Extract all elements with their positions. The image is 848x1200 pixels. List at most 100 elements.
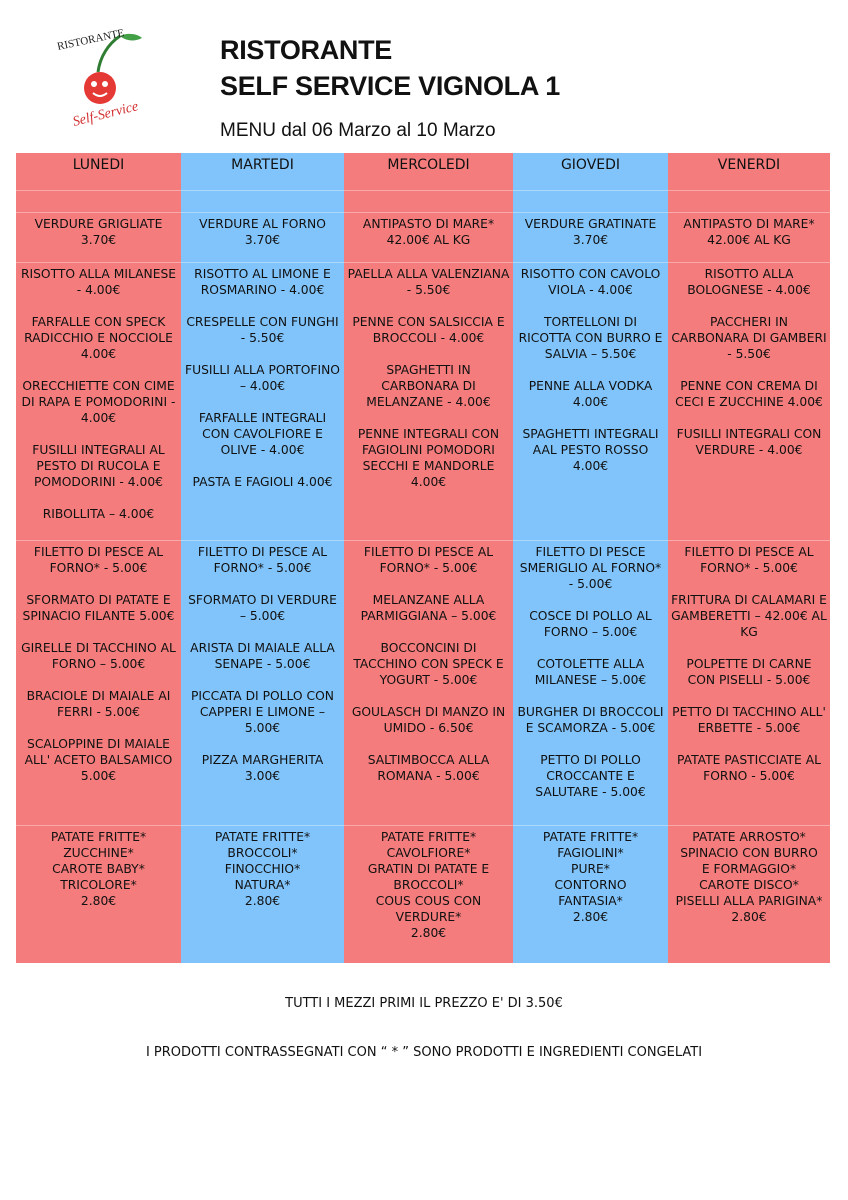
- menu-item: TRICOLORE*: [60, 878, 137, 892]
- day-header: VENERDI: [668, 153, 830, 190]
- menu-item: TORTELLONI DI RICOTTA CON BURRO E SALVIA…: [518, 315, 663, 361]
- footer-note: I PRODOTTI CONTRASSEGNATI CON “ * ” SONO…: [145, 1045, 703, 1060]
- day-header: GIOVEDI: [513, 153, 668, 190]
- menu-item: CRESPELLE CON FUNGHI - 5.50€: [186, 315, 339, 345]
- menu-item: FILETTO DI PESCE AL FORNO* - 5.00€: [33, 545, 164, 575]
- menu-item: SFORMATO DI PATATE E SPINACIO FILANTE 5.…: [22, 593, 175, 623]
- cherry-smile: [92, 92, 108, 97]
- logo: RISTORANTE Self-Service: [56, 27, 142, 130]
- menu-item: PENNE CON CREMA DI CECI E ZUCCHINE 4.00€: [675, 379, 823, 409]
- menu-item: PENNE ALLA VODKA 4.00€: [528, 379, 653, 409]
- day-header: MERCOLEDI: [344, 153, 513, 190]
- menu-item: FUSILLI ALLA PORTOFINO – 4.00€: [185, 363, 340, 393]
- menu-item: 2.80€: [80, 894, 117, 908]
- secondi-cell: FILETTO DI PESCE AL FORNO* - 5.00€ MELANZ…: [344, 540, 513, 825]
- title: RISTORANTE: [220, 35, 393, 65]
- menu-item: NATURA*: [234, 878, 291, 892]
- spacer-cell: [181, 190, 344, 212]
- footer-note: TUTTI I MEZZI PRIMI IL PREZZO E' DI 3.50…: [285, 996, 563, 1011]
- menu-item: FARFALLE INTEGRALI CON CAVOLFIORE E OLIV…: [198, 411, 327, 457]
- menu-item: FUSILLI INTEGRALI AL PESTO DI RUCOLA E P…: [32, 443, 165, 489]
- menu-item: GIRELLE DI TACCHINO AL FORNO – 5.00€: [21, 641, 176, 671]
- menu-item: BURGHER DI BROCCOLI E SCAMORZA - 5.00€: [517, 705, 664, 735]
- menu-item: 2.80€: [244, 894, 281, 908]
- secondi-cell: FILETTO DI PESCE AL FORNO* - 5.00€ SFORMA…: [181, 540, 344, 825]
- primi-cell: RISOTTO AL LIMONE E ROSMARINO - 4.00€ CRE…: [181, 262, 344, 540]
- menu-item: CAROTE DISCO*: [699, 878, 799, 892]
- antipasti-cell: VERDURE GRATINATE 3.70€: [513, 212, 668, 262]
- menu-item: ARISTA DI MAIALE ALLA SENAPE - 5.00€: [190, 641, 335, 671]
- menu-item: BROCCOLI*: [393, 878, 464, 892]
- menu-item: PATATE FRITTE*: [214, 830, 311, 844]
- menu-item: COTOLETTE ALLA MILANESE – 5.00€: [534, 657, 647, 687]
- menu-item: PATATE FRITTE*: [50, 830, 147, 844]
- menu-item: FILETTO DI PESCE SMERIGLIO AL FORNO* - 5…: [519, 545, 662, 591]
- primi-cell: PAELLA ALLA VALENZIANA - 5.50€ PENNE CON …: [344, 262, 513, 540]
- antipasti-cell: ANTIPASTO DI MARE* 42.00€ AL KG: [344, 212, 513, 262]
- menu-item: 2.80€: [410, 926, 447, 940]
- primi-cell: RISOTTO ALLA BOLOGNESE - 4.00€ PACCHERI I…: [668, 262, 830, 540]
- menu-item: ZUCCHINE*: [63, 846, 134, 860]
- antipasti-cell: VERDURE GRIGLIATE 3.70€: [16, 212, 181, 262]
- menu-item: VERDURE AL FORNO 3.70€: [199, 217, 326, 247]
- secondi-cell: FILETTO DI PESCE AL FORNO* - 5.00€ SFORMA…: [16, 540, 181, 825]
- contorni-cell: PATATE FRITTE* BROCCOLI* FINOCCHIO* NATURA*…: [181, 825, 344, 963]
- menu-item: SPINACIO CON BURRO: [680, 846, 818, 860]
- menu-item: BROCCOLI*: [227, 846, 298, 860]
- menu-item: PIZZA MARGHERITA 3.00€: [201, 753, 324, 783]
- menu-item: PETTO DI TACCHINO ALL' ERBETTE - 5.00€: [672, 705, 826, 735]
- menu-item: PISELLI ALLA PARIGINA*: [675, 894, 823, 908]
- menu-item: PATATE PASTICCIATE AL FORNO - 5.00€: [677, 753, 821, 783]
- spacer-cell: [16, 190, 181, 212]
- day-header: MARTEDI: [181, 153, 344, 190]
- cherry-eye: [91, 81, 97, 87]
- menu-item: ORECCHIETTE CON CIME DI RAPA E POMODORIN…: [21, 379, 176, 425]
- menu-item: PASTA E FAGIOLI 4.00€: [192, 475, 333, 489]
- primi-cell: RISOTTO ALLA MILANESE - 4.00€ FARFALLE CO…: [16, 262, 181, 540]
- menu-item: RISOTTO CON CAVOLO VIOLA - 4.00€: [520, 267, 661, 297]
- menu-item: 2.80€: [572, 910, 609, 924]
- menu-item: CONTORNO: [554, 878, 627, 892]
- spacer-cell: [513, 190, 668, 212]
- menu-item: RISOTTO AL LIMONE E ROSMARINO - 4.00€: [194, 267, 331, 297]
- menu-item: SALTIMBOCCA ALLA ROMANA - 5.00€: [367, 753, 490, 783]
- menu-item: VERDURE GRATINATE 3.70€: [524, 217, 657, 247]
- menu-item: FINOCCHIO*: [224, 862, 301, 876]
- menu-item: RISOTTO ALLA BOLOGNESE - 4.00€: [687, 267, 811, 297]
- menu-item: COSCE DI POLLO AL FORNO – 5.00€: [529, 609, 652, 639]
- menu-item: PATATE FRITTE*: [380, 830, 477, 844]
- cherry-leaf: [120, 33, 142, 41]
- menu-item: VERDURE GRIGLIATE 3.70€: [34, 217, 163, 247]
- menu-item: PATATE FRITTE*: [542, 830, 639, 844]
- menu-item: GOULASCH DI MANZO IN UMIDO - 6.50€: [351, 705, 506, 735]
- menu-item: PATATE ARROSTO*: [692, 830, 806, 844]
- menu-item: FANTASIA*: [558, 894, 623, 908]
- menu-item: PENNE CON SALSICCIA E BROCCOLI - 4.00€: [352, 315, 505, 345]
- cherry-eye: [102, 81, 108, 87]
- menu-item: SPAGHETTI IN CARBONARA DI MELANZANE - 4.…: [366, 363, 491, 409]
- menu-item: FAGIOLINI*: [557, 846, 624, 860]
- menu-item: BRACIOLE DI MAIALE AI FERRI - 5.00€: [26, 689, 171, 719]
- menu-item: COUS COUS CON: [375, 894, 482, 908]
- antipasti-cell: ANTIPASTO DI MARE* 42.00€ AL KG: [668, 212, 830, 262]
- contorni-cell: PATATE FRITTE* ZUCCHINE* CAROTE BABY* TRICO…: [16, 825, 181, 963]
- menu-item: E FORMAGGIO*: [701, 862, 797, 876]
- menu-item: FILETTO DI PESCE AL FORNO* - 5.00€: [363, 545, 494, 575]
- day-header: LUNEDI: [16, 153, 181, 190]
- menu-item: CAROTE BABY*: [52, 862, 145, 876]
- menu-item: BOCCONCINI DI TACCHINO CON SPECK E YOGUR…: [353, 641, 504, 687]
- menu-item: PENNE INTEGRALI CON FAGIOLINI POMODORI S…: [357, 427, 500, 489]
- menu-item: SCALOPPINE DI MAIALE ALL' ACETO BALSAMIC…: [24, 737, 173, 783]
- menu-item: PETTO DI POLLO CROCCANTE E SALUTARE - 5.…: [535, 753, 646, 799]
- menu-item: PICCATA DI POLLO CON CAPPERI E LIMONE – …: [191, 689, 334, 735]
- menu-item: VERDURE*: [395, 910, 462, 924]
- spacer-cell: [668, 190, 830, 212]
- menu-item: MELANZANE ALLA PARMIGGIANA – 5.00€: [360, 593, 497, 623]
- menu-item: ANTIPASTO DI MARE* 42.00€ AL KG: [683, 217, 815, 247]
- menu-item: 2.80€: [731, 910, 767, 924]
- menu-item: FILETTO DI PESCE AL FORNO* - 5.00€: [684, 545, 814, 575]
- menu-item: SPAGHETTI INTEGRALI AAL PESTO ROSSO 4.00…: [522, 427, 659, 473]
- menu-item: SFORMATO DI VERDURE – 5.00€: [188, 593, 337, 623]
- cherry-stem: [96, 34, 121, 73]
